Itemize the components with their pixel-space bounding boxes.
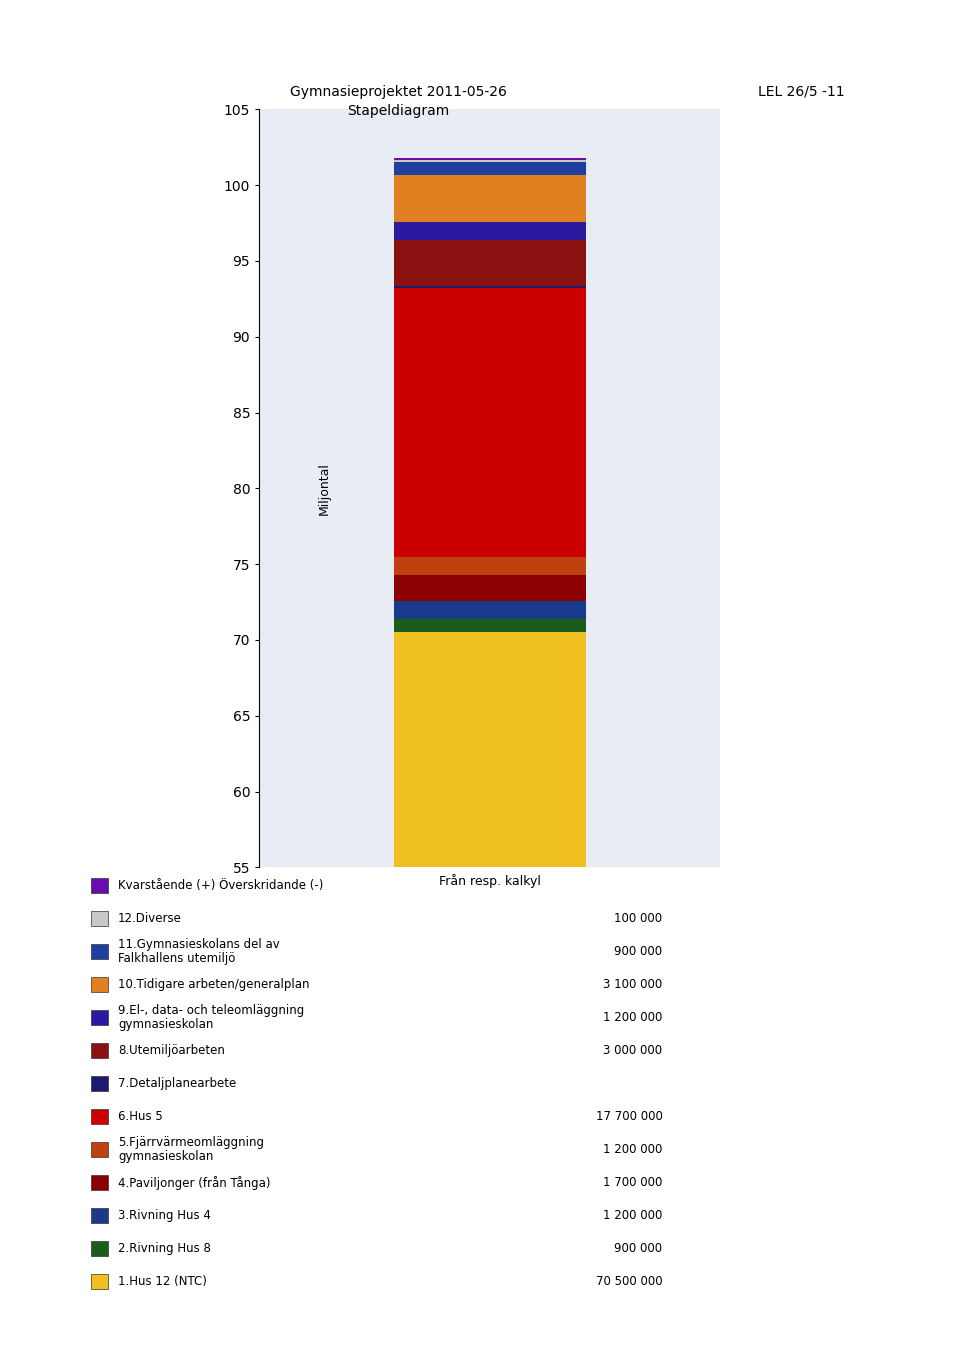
Text: Kvarstående (+) Överskridande (-): Kvarstående (+) Överskridande (-) <box>118 878 324 892</box>
Bar <box>394 285 586 288</box>
Text: 1 200 000: 1 200 000 <box>603 1209 662 1223</box>
Text: Gymnasieprojektet 2011-05-26
Stapeldiagram: Gymnasieprojektet 2011-05-26 Stapeldiagr… <box>290 85 507 119</box>
Text: 4.Paviljonger (från Tånga): 4.Paviljonger (från Tånga) <box>118 1176 271 1190</box>
Text: 1.Hus 12 (NTC): 1.Hus 12 (NTC) <box>118 1276 207 1288</box>
Text: 8.Utemiljöarbeten: 8.Utemiljöarbeten <box>118 1044 225 1057</box>
Text: 6.Hus 5: 6.Hus 5 <box>118 1111 163 1123</box>
Bar <box>394 158 586 160</box>
Bar <box>394 556 586 575</box>
Text: gymnasieskolan: gymnasieskolan <box>118 1150 213 1164</box>
Bar <box>394 632 586 1366</box>
Text: 9.El-, data- och teleomläggning: 9.El-, data- och teleomläggning <box>118 1004 304 1016</box>
Text: 900 000: 900 000 <box>614 945 662 958</box>
Text: 5.Fjärrvärmeomläggning: 5.Fjärrvärmeomläggning <box>118 1137 264 1149</box>
Text: 10.Tidigare arbeten/generalplan: 10.Tidigare arbeten/generalplan <box>118 978 309 990</box>
Bar <box>394 161 586 175</box>
Text: 11.Gymnasieskolans del av: 11.Gymnasieskolans del av <box>118 937 279 951</box>
Bar <box>394 240 586 285</box>
Text: LEL 26/5 -11: LEL 26/5 -11 <box>758 85 845 98</box>
Text: 70 500 000: 70 500 000 <box>596 1276 662 1288</box>
Bar <box>394 288 586 556</box>
Text: 1 200 000: 1 200 000 <box>603 1143 662 1156</box>
Text: 17 700 000: 17 700 000 <box>595 1111 662 1123</box>
Text: 1 200 000: 1 200 000 <box>603 1011 662 1024</box>
Bar <box>394 160 586 161</box>
Text: 3 100 000: 3 100 000 <box>603 978 662 990</box>
Text: Miljontal: Miljontal <box>318 462 331 515</box>
Bar <box>394 619 586 632</box>
Text: 3 000 000: 3 000 000 <box>603 1044 662 1057</box>
Bar <box>394 175 586 223</box>
Bar <box>394 601 586 619</box>
Text: 1 700 000: 1 700 000 <box>603 1176 662 1190</box>
Text: 3.Rivning Hus 4: 3.Rivning Hus 4 <box>118 1209 211 1223</box>
Bar <box>394 575 586 601</box>
Text: 12.Diverse: 12.Diverse <box>118 911 182 925</box>
Text: 900 000: 900 000 <box>614 1242 662 1255</box>
Bar <box>394 223 586 240</box>
Text: gymnasieskolan: gymnasieskolan <box>118 1018 213 1031</box>
Text: 2.Rivning Hus 8: 2.Rivning Hus 8 <box>118 1242 211 1255</box>
Text: 7.Detaljplanearbete: 7.Detaljplanearbete <box>118 1076 236 1090</box>
Text: 100 000: 100 000 <box>614 911 662 925</box>
Text: Falkhallens utemiljö: Falkhallens utemiljö <box>118 952 235 964</box>
